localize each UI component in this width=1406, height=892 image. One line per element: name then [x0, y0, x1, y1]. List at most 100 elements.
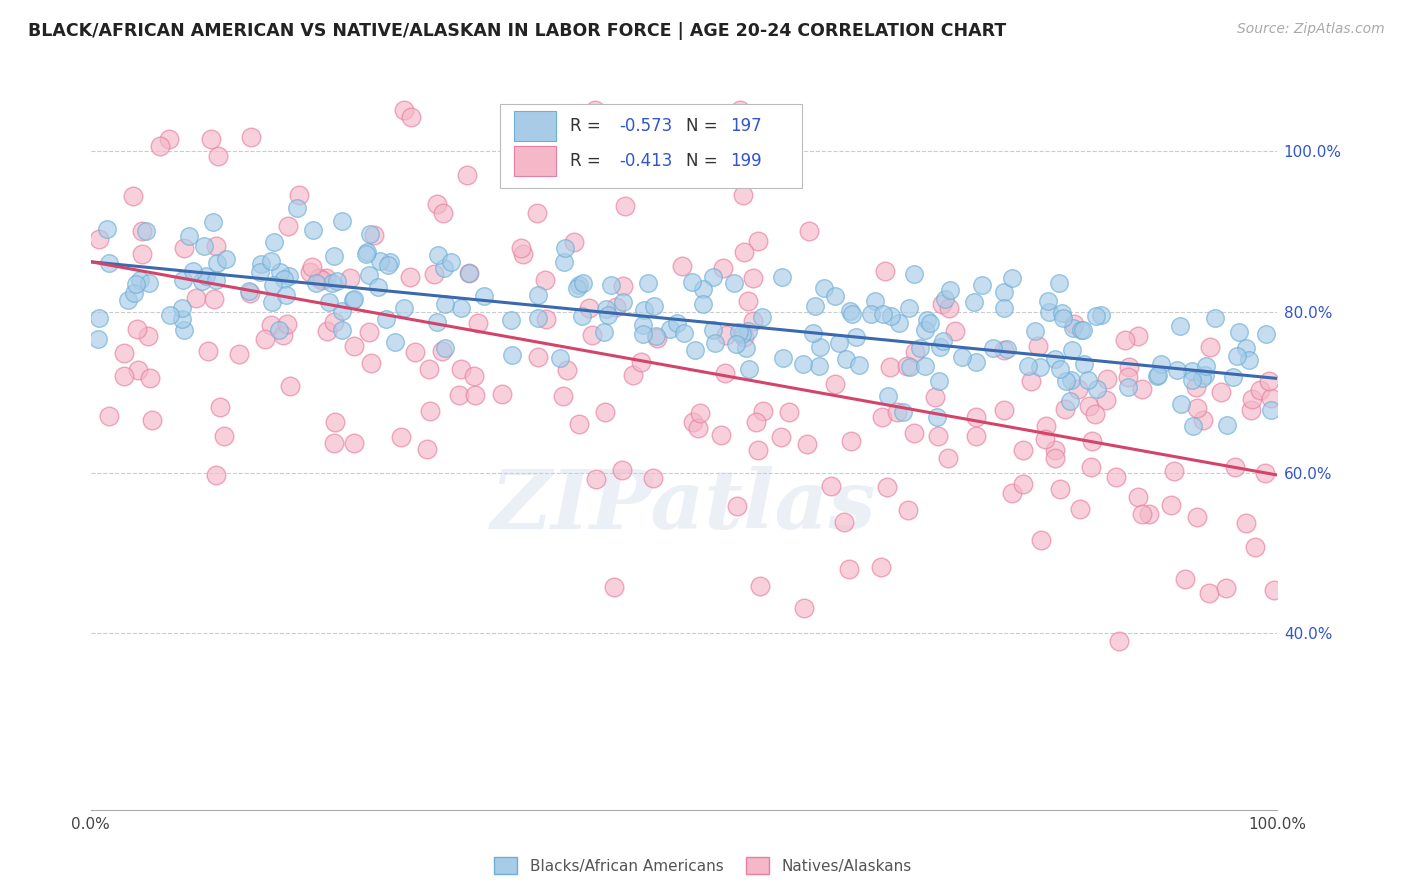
- Point: [723, 276, 745, 290]
- Point: [1128, 490, 1150, 504]
- Point: [1260, 391, 1282, 405]
- Point: [509, 241, 531, 255]
- Point: [269, 265, 291, 279]
- Point: [262, 294, 284, 309]
- Point: [432, 206, 454, 220]
- Point: [752, 403, 775, 417]
- Point: [1192, 413, 1215, 427]
- Point: [433, 341, 456, 355]
- Point: [1116, 369, 1139, 384]
- Point: [129, 272, 152, 286]
- Point: [316, 324, 339, 338]
- Point: [1237, 352, 1260, 367]
- Point: [98, 256, 121, 270]
- Point: [807, 359, 830, 374]
- Point: [943, 325, 966, 339]
- Point: [915, 313, 938, 327]
- Point: [1029, 359, 1052, 374]
- Text: R =: R =: [569, 152, 606, 170]
- Point: [896, 359, 918, 374]
- Point: [1095, 393, 1118, 408]
- Point: [1084, 310, 1107, 324]
- Point: [702, 269, 724, 284]
- Point: [121, 189, 143, 203]
- Point: [844, 330, 866, 344]
- Point: [683, 343, 706, 357]
- Point: [285, 202, 308, 216]
- Point: [172, 273, 194, 287]
- Text: R =: R =: [569, 117, 606, 136]
- Point: [202, 292, 225, 306]
- Point: [1084, 407, 1107, 421]
- Point: [1234, 516, 1257, 530]
- Point: [898, 359, 921, 374]
- Point: [744, 415, 766, 429]
- Point: [897, 503, 920, 517]
- Point: [450, 362, 472, 376]
- Point: [1204, 311, 1226, 326]
- Point: [879, 360, 901, 375]
- Point: [1263, 582, 1285, 597]
- Point: [692, 282, 714, 296]
- Point: [938, 283, 960, 297]
- Point: [418, 362, 440, 376]
- Point: [904, 344, 927, 359]
- Point: [682, 416, 704, 430]
- Point: [263, 235, 285, 250]
- Point: [1163, 464, 1185, 478]
- Point: [551, 388, 574, 402]
- Point: [727, 325, 749, 339]
- Point: [360, 356, 382, 370]
- Point: [260, 253, 283, 268]
- Point: [963, 295, 986, 310]
- Point: [1191, 370, 1213, 384]
- Point: [450, 301, 472, 315]
- Point: [747, 443, 769, 458]
- Point: [321, 276, 343, 290]
- Point: [430, 344, 453, 359]
- Point: [749, 579, 772, 593]
- Point: [238, 284, 260, 298]
- Point: [1166, 363, 1188, 377]
- Point: [1069, 502, 1091, 516]
- Point: [681, 276, 703, 290]
- Point: [914, 323, 936, 337]
- Point: [585, 471, 607, 485]
- Point: [713, 366, 735, 380]
- Point: [565, 281, 588, 295]
- Point: [1150, 358, 1173, 372]
- Point: [859, 307, 882, 321]
- Point: [665, 316, 688, 330]
- Point: [423, 268, 446, 282]
- Point: [368, 254, 391, 268]
- Point: [1038, 305, 1060, 319]
- Text: ZIPatlas: ZIPatlas: [491, 467, 876, 546]
- Point: [404, 345, 426, 359]
- Point: [1036, 294, 1059, 309]
- Point: [433, 260, 456, 275]
- Point: [301, 260, 323, 275]
- Point: [1049, 361, 1071, 376]
- Point: [1227, 325, 1250, 339]
- Point: [181, 264, 204, 278]
- Point: [741, 271, 763, 285]
- Point: [1063, 317, 1085, 331]
- Point: [131, 247, 153, 261]
- Point: [1052, 311, 1074, 326]
- Point: [262, 277, 284, 292]
- Point: [1080, 434, 1102, 448]
- Point: [714, 328, 737, 343]
- Point: [197, 343, 219, 358]
- Point: [527, 310, 550, 325]
- Point: [239, 285, 262, 300]
- Point: [389, 430, 412, 444]
- Point: [1060, 343, 1083, 358]
- Point: [704, 336, 727, 351]
- Point: [1054, 374, 1077, 388]
- Point: [208, 400, 231, 414]
- Point: [928, 374, 950, 388]
- Point: [903, 268, 925, 282]
- Point: [359, 268, 381, 282]
- Point: [458, 266, 481, 280]
- Point: [1198, 340, 1220, 354]
